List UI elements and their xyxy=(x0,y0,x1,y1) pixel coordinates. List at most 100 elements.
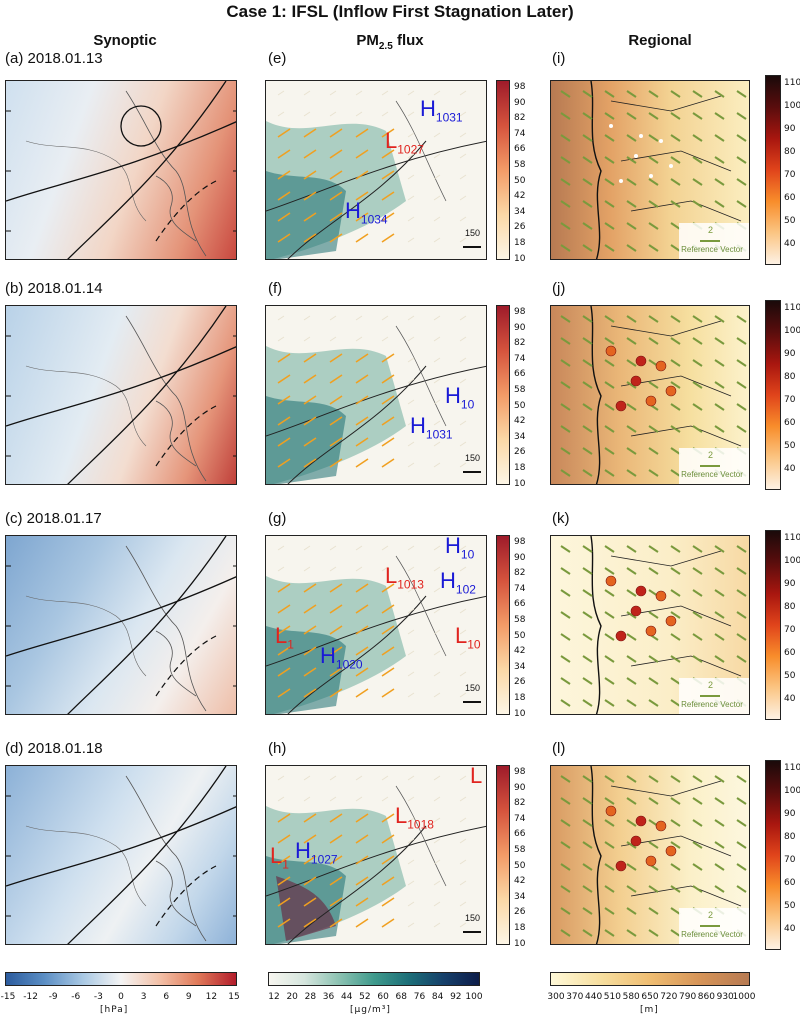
pm-side-tick: 58 xyxy=(514,385,526,395)
colorbar-tick-label: 15 xyxy=(228,992,240,1002)
reference-vector-label: Reference Vector xyxy=(681,700,743,709)
regional-side-tick: 70 xyxy=(784,855,796,865)
pm-side-tick: 34 xyxy=(514,661,526,672)
reference-vector-number: 2 xyxy=(708,910,714,920)
regional-side-tick: 40 xyxy=(784,464,796,474)
regional-side-colorbar xyxy=(765,760,781,950)
panel-label-pm: (g) xyxy=(268,510,287,527)
regional-side-tick: 40 xyxy=(784,694,796,704)
panel-label-regional: (i) xyxy=(552,50,566,67)
colorbar-tick-label: 60 xyxy=(377,992,389,1002)
reference-vector-arrow xyxy=(700,465,720,467)
pm-side-tick: 66 xyxy=(514,599,526,610)
high-pressure-label: H1027 xyxy=(295,838,338,867)
synoptic-contours xyxy=(6,81,236,259)
colorbar-tick-label: 9 xyxy=(185,992,192,1002)
colorbar-tick-label: 650 xyxy=(641,992,659,1002)
colorbar-tick-label: 0 xyxy=(118,992,124,1002)
pm-side-tick: 42 xyxy=(514,646,526,657)
colorbar-tick-label: 930 xyxy=(716,992,734,1002)
regional-side-tick: 100 xyxy=(784,556,800,566)
panel-label-synoptic: (c) 2018.01.17 xyxy=(5,510,102,527)
pm-side-tick: 58 xyxy=(514,845,526,855)
flux-reference-value: 150 xyxy=(465,683,481,693)
pm-side-tick: 10 xyxy=(514,708,526,719)
pm-side-tick: 34 xyxy=(514,891,526,902)
colorbar-tick-label: 580 xyxy=(622,992,640,1002)
colorbar-tick-label: -15 xyxy=(0,992,16,1002)
pm-side-tick: 90 xyxy=(514,97,526,108)
regional-side-tick: 110 xyxy=(784,303,800,313)
regional-side-tick: 100 xyxy=(784,786,800,796)
pm-side-tick: 58 xyxy=(514,160,526,170)
colorbar-tick-label: 3 xyxy=(140,992,147,1002)
regional-side-tick: 80 xyxy=(784,147,796,157)
colorbar-tick-label: 370 xyxy=(566,992,584,1002)
pm-side-tick: 34 xyxy=(514,431,526,442)
column-header-synoptic: Synoptic xyxy=(93,32,157,49)
colorbar-tick-label: -12 xyxy=(23,992,38,1002)
low-pressure-label: L1013 xyxy=(385,563,424,592)
pm-side-tick: 82 xyxy=(514,568,526,579)
synoptic-contours xyxy=(6,536,236,714)
pm-side-tick: 74 xyxy=(514,353,526,364)
panel-label-synoptic: (a) 2018.01.13 xyxy=(5,50,103,67)
pm-side-colorbar xyxy=(496,535,510,715)
pm-side-tick: 90 xyxy=(514,552,526,563)
regional-side-tick: 110 xyxy=(784,763,800,773)
column-header-pm-flux: PM2.5 flux xyxy=(356,32,424,52)
colorbar-tick-label: 510 xyxy=(603,992,621,1002)
regional-side-tick: 70 xyxy=(784,170,796,180)
pm-side-tick: 82 xyxy=(514,798,526,809)
high-pressure-label: H102 xyxy=(440,568,476,597)
colorbar-tick-label: -3 xyxy=(93,992,103,1002)
pm-side-tick: 10 xyxy=(514,938,526,949)
pm-flux-map xyxy=(265,80,487,260)
pm-side-tick: 90 xyxy=(514,322,526,333)
panel-label-regional: (l) xyxy=(552,740,566,757)
colorbar-tick-label: 12 xyxy=(205,992,218,1002)
pm-flux-field xyxy=(266,315,486,484)
pm-side-tick: 26 xyxy=(514,222,526,233)
reference-vector-label: Reference Vector xyxy=(681,245,743,254)
panel-label-pm: (e) xyxy=(268,50,287,67)
pm-side-colorbar xyxy=(496,305,510,485)
pm-side-tick: 98 xyxy=(514,82,526,92)
colorbar-tick-label: 100 xyxy=(465,992,483,1002)
colorbar-tick-label: 720 xyxy=(660,992,678,1002)
pm-flux-map xyxy=(265,535,487,715)
reference-vector-arrow xyxy=(700,925,720,927)
pm-side-tick: 98 xyxy=(514,307,526,317)
regional-side-tick: 80 xyxy=(784,372,796,382)
regional-side-tick: 100 xyxy=(784,326,800,336)
regional-side-tick: 40 xyxy=(784,239,796,249)
regional-side-colorbar xyxy=(765,300,781,490)
synoptic-map xyxy=(5,305,237,485)
pm-side-tick: 42 xyxy=(514,876,526,887)
high-pressure-label: H1031 xyxy=(420,96,463,125)
regional-side-tick: 90 xyxy=(784,124,796,134)
high-pressure-label: H1020 xyxy=(320,643,363,672)
pm-side-tick: 26 xyxy=(514,907,526,918)
regional-side-tick: 90 xyxy=(784,349,796,359)
pm-side-tick: 58 xyxy=(514,615,526,625)
flux-reference-value: 150 xyxy=(465,453,481,463)
colorbar-tick-label: 28 xyxy=(304,992,317,1002)
synoptic-contours xyxy=(6,766,236,944)
reference-vector-arrow xyxy=(700,695,720,697)
regional-side-tick: 80 xyxy=(784,832,796,842)
regional-side-tick: 70 xyxy=(784,395,796,405)
reference-vector-number: 2 xyxy=(708,450,714,460)
pm-side-tick: 42 xyxy=(514,191,526,202)
pm-side-tick: 66 xyxy=(514,369,526,380)
column-header-regional: Regional xyxy=(628,32,692,49)
flux-reference-value: 150 xyxy=(465,228,481,238)
reference-vector-number: 2 xyxy=(708,680,714,690)
regional-side-tick: 50 xyxy=(784,216,796,226)
regional-wind-field xyxy=(560,536,749,714)
regional-side-tick: 60 xyxy=(784,648,796,658)
pm-side-tick: 98 xyxy=(514,767,526,777)
pm-side-tick: 50 xyxy=(514,860,526,871)
low-pressure-label: L xyxy=(470,763,483,788)
panel-label-pm: (f) xyxy=(268,280,283,297)
